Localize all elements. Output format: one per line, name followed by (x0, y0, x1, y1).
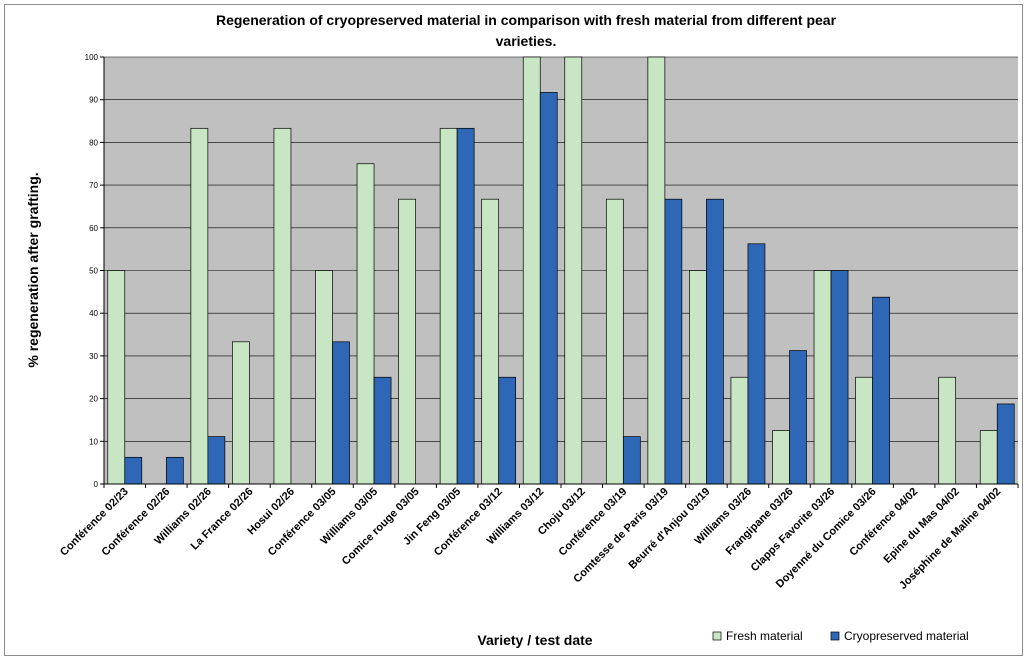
bar-cryo (747, 243, 766, 485)
bar-fresh (689, 270, 707, 485)
x-tick-label: Comice rouge 03/05 (340, 486, 422, 568)
bar-cryo (789, 350, 807, 485)
bar-fresh (481, 198, 500, 485)
bar-fresh (564, 56, 583, 485)
y-tick-label: 70 (89, 181, 98, 190)
chart-title-line2: varieties. (496, 33, 557, 49)
bar-fresh (315, 270, 333, 485)
y-tick-label: 40 (89, 309, 98, 318)
chart-title-line1: Regeneration of cryopreserved material i… (216, 12, 837, 28)
bar-cryo (456, 127, 475, 485)
bar-fresh (730, 376, 749, 485)
bar-fresh (398, 198, 416, 485)
bar-cryo (207, 436, 226, 485)
legend-label-cryo: Cryopreserved material (844, 629, 969, 643)
y-tick-label: 10 (89, 437, 98, 446)
bar-fresh (356, 163, 375, 485)
y-tick-label: 80 (89, 138, 98, 147)
bar-cryo (373, 376, 392, 485)
bar-cryo (498, 376, 517, 485)
bar-fresh (979, 430, 998, 485)
bar-fresh (647, 56, 666, 485)
bar-fresh (855, 376, 873, 485)
y-tick-label: 100 (85, 53, 99, 62)
bar-fresh (107, 270, 126, 485)
x-tick-label: Epine du Mas 04/02 (882, 486, 962, 566)
bar-fresh (190, 127, 209, 485)
x-axis-title: Variety / test date (477, 632, 592, 648)
bar-cryo (830, 270, 849, 485)
x-tick-label: Beurré d'Anjou 03/19 (627, 486, 713, 572)
bar-cryo (706, 198, 724, 485)
bar-fresh (439, 127, 458, 485)
y-tick-label: 20 (89, 395, 98, 404)
x-tick-label: Clapps Favorite 03/26 (749, 486, 837, 574)
legend-swatch-fresh (712, 631, 722, 641)
bars (107, 56, 1015, 485)
bar-fresh (232, 341, 250, 485)
legend-swatch-cryo (830, 631, 840, 641)
legend-label-fresh: Fresh material (726, 629, 803, 643)
y-tick-label: 0 (94, 480, 99, 489)
bar-cryo (539, 92, 558, 485)
bar-cryo (872, 296, 890, 485)
x-tick-label: Conférence 02/23 (58, 486, 131, 559)
y-tick-labels: 0 10 20 30 40 50 60 70 80 90 100 (85, 53, 99, 489)
bar-cryo (124, 456, 143, 485)
bar-fresh (938, 376, 957, 485)
bar-cryo (165, 456, 184, 485)
bar-fresh (522, 56, 541, 485)
bar-fresh (273, 127, 292, 485)
y-tick-label: 30 (89, 352, 98, 361)
bar-fresh (605, 198, 624, 485)
y-axis-title: % regeneration after grafting. (25, 172, 41, 367)
bar-cryo (664, 198, 683, 485)
bar-cryo (332, 341, 350, 485)
legend: Fresh material Cryopreserved material (712, 629, 969, 643)
y-tick-label: 50 (89, 267, 98, 276)
y-tick-label: 60 (89, 224, 98, 233)
bar-cryo (996, 403, 1015, 485)
bar-cryo (622, 436, 641, 485)
y-tick-label: 90 (89, 96, 98, 105)
axes (100, 56, 1019, 488)
bar-fresh (813, 270, 832, 485)
bar-fresh (772, 430, 790, 485)
gridlines (104, 56, 1018, 442)
